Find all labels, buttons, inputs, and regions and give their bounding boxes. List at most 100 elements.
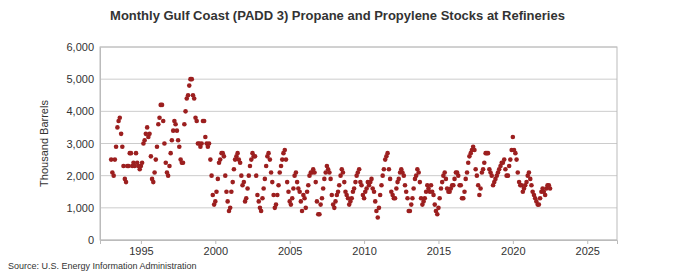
tick: 1,000 <box>66 202 100 214</box>
point <box>218 157 223 162</box>
point <box>183 109 188 114</box>
point <box>416 170 421 175</box>
point <box>472 148 477 153</box>
tick-mark <box>587 240 588 244</box>
point <box>352 186 357 191</box>
point <box>253 154 258 159</box>
point <box>353 180 358 185</box>
point <box>194 119 199 124</box>
tick-label: 2010 <box>352 245 376 257</box>
point <box>394 186 399 191</box>
point <box>524 180 529 185</box>
point <box>182 122 187 127</box>
point <box>289 202 294 207</box>
point <box>134 151 139 156</box>
grid <box>100 47 617 240</box>
point <box>436 206 441 211</box>
point <box>207 141 212 146</box>
grid-line <box>100 111 617 112</box>
point <box>156 122 161 127</box>
point <box>337 183 342 188</box>
point <box>166 173 171 178</box>
point <box>305 189 310 194</box>
point <box>170 138 175 143</box>
point <box>328 177 333 182</box>
point <box>119 132 124 137</box>
point <box>167 164 172 169</box>
point <box>506 173 511 178</box>
point <box>444 177 449 182</box>
point <box>113 157 118 162</box>
point <box>411 186 416 191</box>
point <box>528 177 533 182</box>
point <box>478 186 483 191</box>
point <box>529 183 534 188</box>
point <box>285 180 290 185</box>
point <box>408 209 413 214</box>
point <box>451 183 456 188</box>
point <box>256 199 261 204</box>
point <box>216 177 221 182</box>
point <box>187 83 192 88</box>
point <box>290 196 295 201</box>
tick: 2000 <box>204 240 228 257</box>
point <box>388 177 393 182</box>
point <box>153 157 158 162</box>
point <box>431 193 436 198</box>
point <box>402 173 407 178</box>
point <box>515 170 520 175</box>
point <box>387 167 392 172</box>
point <box>461 196 466 201</box>
point <box>223 173 228 178</box>
tick-label: 4,000 <box>66 105 94 117</box>
point <box>336 189 341 194</box>
point <box>162 141 167 146</box>
point <box>270 180 275 185</box>
point <box>120 144 125 149</box>
point <box>286 189 291 194</box>
point <box>409 202 414 207</box>
point <box>329 193 334 198</box>
point <box>202 119 207 124</box>
point <box>115 125 120 130</box>
point <box>279 164 284 169</box>
point <box>263 177 268 182</box>
point <box>295 180 300 185</box>
point <box>527 170 532 175</box>
point <box>145 125 150 130</box>
tick: 2025 <box>576 240 600 257</box>
tick-label: 2025 <box>576 245 600 257</box>
point <box>238 161 243 166</box>
point <box>404 189 409 194</box>
point <box>208 157 213 162</box>
tick-mark <box>438 240 439 244</box>
point <box>439 186 444 191</box>
point <box>320 196 325 201</box>
point <box>147 132 152 137</box>
point <box>548 186 553 191</box>
tick-label: 1995 <box>129 245 153 257</box>
point <box>264 164 269 169</box>
point <box>465 170 470 175</box>
y-axis: 01,0002,0003,0004,0005,0006,000 <box>66 41 100 246</box>
point <box>466 161 471 166</box>
point <box>235 151 240 156</box>
point <box>114 144 119 149</box>
point <box>341 170 346 175</box>
point <box>333 199 338 204</box>
point <box>393 196 398 201</box>
point <box>160 103 165 108</box>
point <box>342 180 347 185</box>
point <box>435 212 440 217</box>
point <box>440 180 445 185</box>
tick-label: 2020 <box>501 245 525 257</box>
point <box>203 135 208 140</box>
point <box>373 199 378 204</box>
point <box>230 180 235 185</box>
tick: 6,000 <box>66 41 100 53</box>
point <box>244 196 249 201</box>
point <box>157 115 162 120</box>
point <box>229 189 234 194</box>
point <box>385 151 390 156</box>
tick: 2005 <box>278 240 302 257</box>
